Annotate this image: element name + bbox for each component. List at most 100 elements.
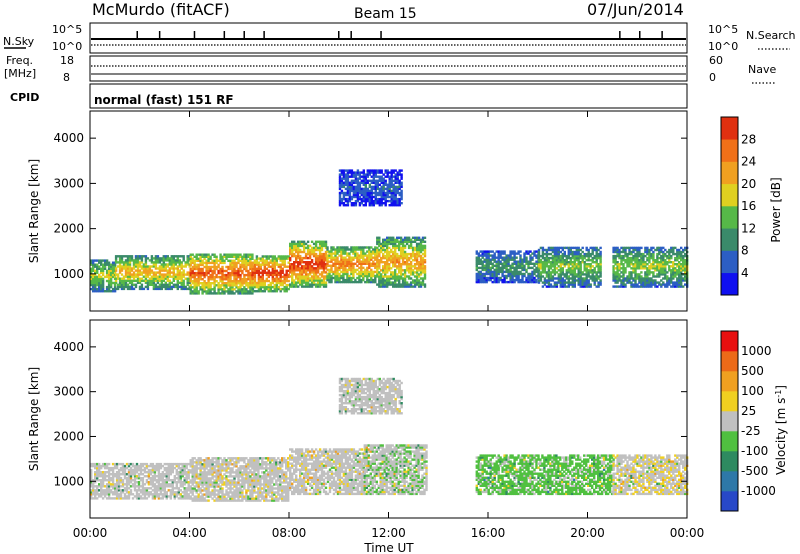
data-cell	[98, 493, 101, 496]
data-cell	[419, 256, 423, 260]
data-cell	[117, 479, 121, 482]
data-cell	[324, 285, 328, 288]
data-cell	[316, 256, 320, 260]
data-cell	[597, 263, 600, 266]
data-cell	[632, 269, 635, 272]
data-cell	[227, 259, 230, 262]
data-cell	[616, 265, 619, 268]
data-cell	[483, 264, 486, 267]
data-cell	[483, 276, 486, 280]
data-cell	[535, 274, 538, 278]
data-cell	[579, 254, 582, 258]
data-cell	[178, 269, 181, 272]
data-cell	[503, 276, 506, 280]
data-cell	[199, 278, 202, 281]
data-cell	[419, 244, 423, 248]
data-cell	[400, 177, 403, 180]
data-cell	[225, 290, 228, 293]
data-cell	[573, 254, 576, 258]
data-cell	[648, 252, 651, 256]
data-cell	[390, 281, 393, 284]
data-cell	[632, 265, 635, 268]
data-cell	[398, 193, 401, 197]
data-cell	[273, 271, 276, 274]
data-cell	[124, 279, 128, 282]
data-cell	[563, 254, 566, 258]
data-cell	[392, 195, 395, 199]
data-cell	[205, 282, 208, 285]
data-cell	[332, 246, 335, 249]
data-cell	[591, 269, 594, 272]
data-cell	[587, 259, 590, 262]
data-cell	[403, 269, 407, 272]
data-cell	[166, 287, 169, 291]
data-cell	[251, 257, 254, 260]
data-cell	[253, 285, 257, 289]
data-cell	[358, 258, 361, 261]
data-cell	[126, 257, 130, 260]
data-cell	[364, 280, 367, 284]
data-cell	[392, 263, 395, 266]
data-cell	[147, 475, 151, 478]
data-cell	[96, 489, 99, 492]
data-cell	[344, 256, 347, 259]
data-cell	[648, 265, 651, 268]
data-cell	[523, 260, 526, 263]
data-cell	[374, 250, 377, 253]
data-cell	[398, 197, 401, 201]
data-cell	[505, 258, 508, 261]
data-cell	[479, 254, 482, 257]
data-cell	[170, 275, 173, 278]
data-cell	[593, 256, 596, 260]
data-cell	[100, 287, 103, 291]
data-cell	[593, 281, 596, 284]
data-cell	[267, 275, 270, 279]
data-cell	[421, 277, 425, 280]
data-cell	[362, 272, 365, 276]
data-cell	[624, 279, 627, 282]
data-cell	[491, 264, 494, 267]
data-cell	[135, 481, 139, 484]
data-cell	[407, 265, 411, 268]
data-cell	[394, 202, 397, 205]
data-cell	[281, 275, 284, 279]
data-cell	[90, 483, 93, 486]
data-cell	[634, 246, 637, 250]
data-cell	[209, 292, 212, 295]
data-cell	[344, 183, 348, 186]
data-cell	[195, 273, 198, 277]
data-cell	[314, 256, 318, 260]
data-cell	[119, 481, 123, 484]
data-cell	[324, 275, 328, 278]
data-cell	[189, 263, 192, 267]
data-cell	[126, 261, 130, 264]
data-cell	[399, 283, 403, 286]
data-cell	[338, 246, 341, 249]
data-cell	[376, 238, 379, 241]
data-cell	[172, 263, 175, 266]
data-cell	[628, 248, 631, 252]
data-cell	[628, 250, 631, 254]
data-cell	[513, 256, 516, 259]
data-cell	[547, 248, 551, 252]
data-cell	[231, 286, 234, 289]
data-cell	[120, 265, 124, 268]
data-cell	[413, 259, 417, 262]
data-cell	[648, 267, 651, 270]
data-cell	[328, 278, 331, 282]
data-cell	[672, 277, 675, 280]
data-cell	[569, 273, 572, 276]
data-cell	[407, 285, 411, 288]
data-cell	[386, 175, 389, 178]
data-cell	[300, 269, 304, 272]
data-cell	[203, 265, 206, 269]
data-cell	[525, 280, 528, 284]
data-cell	[299, 273, 302, 276]
data-cell	[259, 263, 262, 266]
data-cell	[101, 471, 105, 474]
data-cell	[107, 269, 111, 272]
data-cell	[182, 255, 185, 258]
data-cell	[366, 278, 369, 282]
data-cell	[545, 273, 549, 276]
data-cell	[599, 283, 602, 286]
